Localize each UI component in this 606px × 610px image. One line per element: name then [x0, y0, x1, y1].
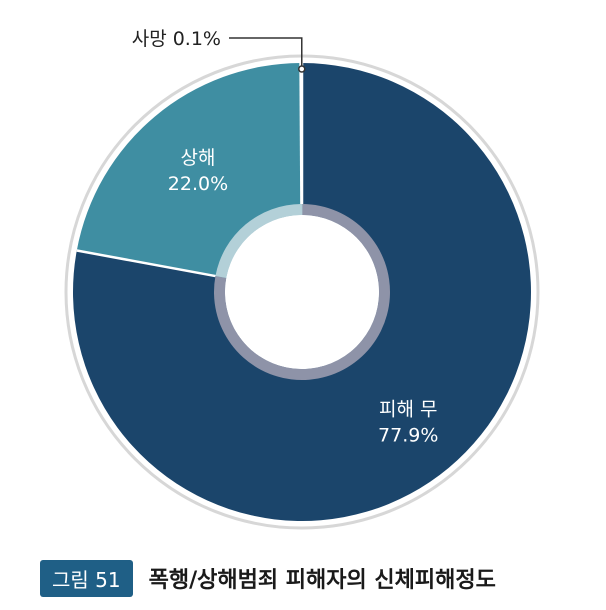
figure-caption: 그림 51 폭행/상해범죄 피해자의 신체피해정도 — [40, 559, 496, 597]
death-callout: 사망 0.1% — [132, 28, 306, 73]
slice-no-injury — [73, 63, 532, 521]
figure-title: 폭행/상해범죄 피해자의 신체피해정도 — [148, 568, 496, 593]
figure-number-badge: 그림 51 — [40, 559, 133, 597]
slice-separator — [76, 249, 216, 278]
donut-chart: 피해 무 77.9% 상해 22.0% 사망 0.1% — [64, 28, 540, 530]
slice-labels: 피해 무 77.9% 상해 22.0% — [168, 147, 439, 447]
inner-ring — [214, 204, 391, 380]
slice-death-inner-band — [301, 204, 303, 216]
slice-injury — [76, 63, 302, 279]
slice-value-no-injury: 77.9% — [378, 425, 438, 447]
slice-label-no-injury: 피해 무 — [379, 399, 437, 421]
slice-label-injury: 상해 — [180, 147, 215, 169]
callout-line — [229, 37, 303, 67]
slice-separator — [299, 62, 303, 205]
slice-injury-inner-band — [215, 204, 302, 279]
slice-value-injury: 22.0% — [168, 173, 228, 195]
callout-label-death: 사망 0.1% — [132, 28, 221, 50]
callout-dot — [298, 65, 306, 73]
slices-group — [73, 62, 532, 521]
donut-hole — [225, 215, 379, 369]
